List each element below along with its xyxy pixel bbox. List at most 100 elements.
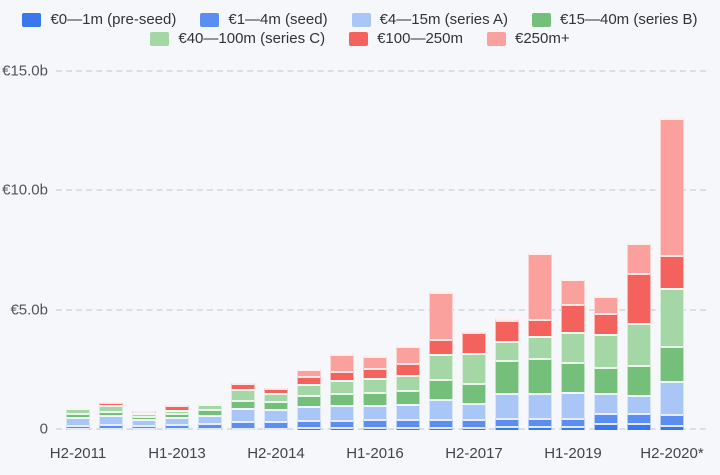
bar-segment-H2-2019-s6: [594, 296, 618, 313]
bar-segment-H2-2015-s1: [330, 420, 354, 427]
bar-segment-H1-2014-s3: [231, 400, 255, 408]
x-cell-H2-2017: H2-2017: [445, 445, 503, 463]
x-tick-label: H1-2016: [346, 445, 404, 462]
legend-row-2: €40—100m (series C) €100—250m €250m+: [0, 31, 720, 46]
bar-segment-H1-2017-s5: [429, 339, 453, 354]
x-tick-label: H2-2017: [445, 445, 503, 462]
legend-swatch-icon: [351, 12, 371, 27]
x-cell-H1-2019: H1-2019: [544, 445, 602, 463]
bar-segment-H1-2015-s0: [297, 427, 321, 430]
bar-segment-H2-2014-s3: [264, 401, 288, 409]
legend-swatch-icon: [349, 31, 369, 46]
gridline-5b: €5.0b: [10, 301, 706, 318]
bar-segment-H2-2016-s2: [396, 404, 420, 419]
legend-item-4[interactable]: €40—100m (series C): [150, 31, 325, 46]
x-tick-label: H2-2020*: [640, 445, 704, 462]
bars-container: [66, 50, 684, 430]
bar-segment-H2-2018-s6: [528, 253, 552, 319]
legend-swatch-icon: [200, 12, 220, 27]
bar-segment-H2-2011-s4: [66, 408, 90, 413]
bar-segment-H1-2012-s3: [99, 411, 123, 415]
bar-segment-H2-2016-s5: [396, 363, 420, 375]
bar-segment-H1-2019-s0: [561, 426, 585, 430]
x-cell-H2-2016: [396, 445, 420, 463]
x-cell-H1-2015: [297, 445, 321, 463]
bar-segment-H2-2020*-s0: [660, 425, 684, 430]
bar-H1-2019: [561, 279, 585, 430]
bar-segment-H1-2012-s4: [99, 405, 123, 411]
bar-segment-H1-2020-s4: [627, 323, 651, 365]
bar-segment-H2-2017-s2: [462, 403, 486, 419]
bar-segment-H1-2020-s5: [627, 273, 651, 323]
bar-segment-H1-2020-s2: [627, 395, 651, 413]
legend-item-6[interactable]: €250m+: [487, 31, 570, 46]
bar-segment-H1-2013-s3: [165, 413, 189, 417]
bar-H2-2012: [132, 411, 156, 430]
bar-segment-H1-2013-s1: [165, 424, 189, 428]
legend-swatch-icon: [22, 12, 42, 27]
legend-item-2[interactable]: €4—15m (series A): [351, 12, 508, 27]
bar-H2-2013: [198, 404, 222, 430]
bar-segment-H2-2018-s5: [528, 319, 552, 336]
bar-H1-2012: [99, 402, 123, 430]
bar-segment-H2-2020*-s5: [660, 255, 684, 288]
bar-segment-H2-2014-s5: [264, 388, 288, 393]
bar-segment-H2-2014-s1: [264, 421, 288, 428]
bar-segment-H2-2018-s1: [528, 418, 552, 426]
legend-label: €250m+: [515, 30, 570, 47]
bar-segment-H2-2019-s3: [594, 367, 618, 393]
bar-segment-H1-2020-s3: [627, 365, 651, 395]
x-cell-H2-2019: [594, 445, 618, 463]
bar-segment-H1-2014-s5: [231, 383, 255, 389]
legend-item-5[interactable]: €100—250m: [349, 31, 463, 46]
bar-segment-H2-2018-s4: [528, 336, 552, 358]
legend-swatch-icon: [487, 31, 506, 46]
legend-item-0[interactable]: €0—1m (pre-seed): [22, 12, 176, 27]
bar-segment-H2-2012-s5: [132, 411, 156, 413]
bar-segment-H2-2019-s0: [594, 423, 618, 430]
bar-segment-H1-2018-s1: [495, 418, 519, 426]
bar-H1-2018: [495, 318, 519, 430]
legend-item-1[interactable]: €1—4m (seed): [200, 12, 328, 27]
bar-segment-H2-2012-s0: [132, 428, 156, 430]
bar-segment-H2-2015-s5: [330, 371, 354, 380]
bar-segment-H2-2015-s4: [330, 380, 354, 393]
bar-segment-H1-2020-s0: [627, 423, 651, 430]
bar-segment-H1-2013-s2: [165, 417, 189, 424]
bar-segment-H1-2017-s3: [429, 379, 453, 399]
x-tick-label: H2-2014: [247, 445, 305, 462]
x-cell-H2-2011: H2-2011: [50, 445, 106, 463]
bar-segment-H2-2017-s1: [462, 419, 486, 427]
x-tick-label: H2-2011: [49, 445, 107, 462]
bar-segment-H2-2017-s0: [462, 427, 486, 430]
bar-segment-H1-2012-s0: [99, 428, 123, 430]
bar-segment-H1-2018-s6: [495, 318, 519, 320]
bar-H2-2016: [396, 346, 420, 430]
bar-segment-H1-2015-s1: [297, 420, 321, 427]
bar-segment-H1-2014-s0: [231, 428, 255, 430]
bar-H2-2017: [462, 332, 486, 430]
bar-segment-H2-2013-s0: [198, 428, 222, 430]
bar-segment-H2-2019-s2: [594, 393, 618, 413]
x-axis-labels: H2-2011 H1-2013 H2-2014 H1-2016 H2-2017 H1-20…: [50, 445, 704, 463]
bar-segment-H2-2020*-s1: [660, 414, 684, 425]
bar-segment-H1-2019-s6: [561, 279, 585, 304]
bar-segment-H1-2018-s3: [495, 360, 519, 393]
bar-segment-H1-2017-s4: [429, 354, 453, 379]
bar-segment-H2-2016-s1: [396, 419, 420, 427]
bar-segment-H2-2012-s1: [132, 425, 156, 428]
bar-segment-H1-2019-s2: [561, 392, 585, 418]
legend-label: €0—1m (pre-seed): [50, 11, 177, 28]
bar-segment-H1-2019-s1: [561, 418, 585, 426]
bar-segment-H1-2015-s3: [297, 395, 321, 406]
y-tick-label: €15.0b: [2, 62, 48, 80]
bar-H2-2015: [330, 354, 354, 430]
bar-H1-2016: [363, 356, 387, 430]
bar-segment-H2-2016-s0: [396, 427, 420, 430]
legend-item-3[interactable]: €15—40m (series B): [531, 12, 698, 27]
bar-segment-H2-2015-s6: [330, 354, 354, 371]
bar-segment-H1-2015-s2: [297, 406, 321, 420]
bar-segment-H2-2014-s0: [264, 428, 288, 430]
x-cell-H1-2018: [495, 445, 519, 463]
